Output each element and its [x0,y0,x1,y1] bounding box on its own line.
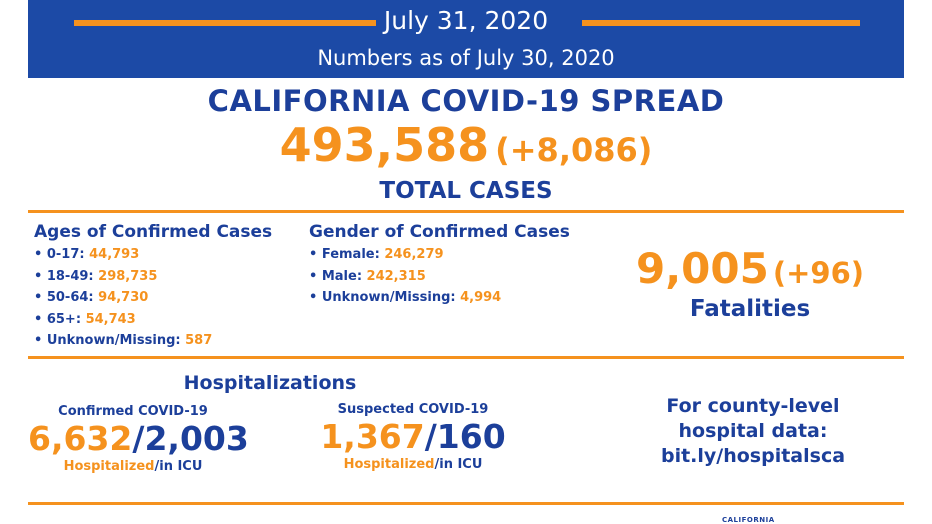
county-data-note: For county-level hospital data: bit.ly/h… [640,394,866,469]
confirmed-numbers: 6,632/2,003 [28,419,249,458]
fatalities-count: 9,005 (+96) [630,244,870,293]
california-logo: CALIFORNIA [722,516,775,524]
divider [28,210,904,213]
page-title: CALIFORNIA COVID-19 SPREAD [207,84,725,118]
total-cases-delta: (+8,086) [495,131,653,169]
fatalities-delta: (+96) [772,256,865,290]
header-banner: July 31, 2020 Numbers as of July 30, 202… [28,0,904,78]
suspected-footer: Hospitalized/in ICU [343,457,483,472]
header-subtitle: Numbers as of July 30, 2020 [317,46,615,70]
ages-list: • 0-17: 44,793 • 18-49: 298,735 • 50-64:… [34,244,212,352]
list-item: • Female: 246,279 [309,247,444,262]
divider [28,502,904,505]
ages-title: Ages of Confirmed Cases [34,222,273,242]
total-cases-label: TOTAL CASES [379,178,553,204]
list-item: • Unknown/Missing: 4,994 [309,290,502,305]
fatalities-label: Fatalities [689,296,811,322]
total-cases-value: 493,588 [279,118,490,172]
county-link[interactable]: bit.ly/hospitalsca [660,445,846,467]
total-cases: 493,588 (+8,086) [0,118,932,172]
divider [28,356,904,359]
hospitalizations-title: Hospitalizations [183,372,357,394]
gender-title: Gender of Confirmed Cases [309,222,570,242]
confirmed-footer: Hospitalized/in ICU [63,459,203,474]
confirmed-caption: Confirmed COVID-19 [58,404,208,419]
header-date: July 31, 2020 [383,6,549,35]
county-line-1: For county-level [666,395,840,417]
header-bar-right [582,20,860,26]
suspected-caption: Suspected COVID-19 [337,402,489,417]
list-item: • Male: 242,315 [309,268,426,284]
suspected-hospitalizations: Suspected COVID-19 1,367/160 Hospitalize… [318,402,508,472]
list-item: • 65+: 54,743 [34,311,136,327]
list-item: • 18-49: 298,735 [34,268,158,284]
confirmed-hospitalizations: Confirmed COVID-19 6,632/2,003 Hospitali… [28,404,249,474]
list-item: • 0-17: 44,793 [34,247,140,262]
header-bar-left [74,20,376,26]
list-item: • Unknown/Missing: 587 [34,333,213,348]
county-line-2: hospital data: [678,420,828,442]
suspected-numbers: 1,367/160 [320,417,506,456]
gender-list: • Female: 246,279 • Male: 242,315 • Unkn… [309,244,501,309]
list-item: • 50-64: 94,730 [34,290,149,305]
fatalities-value: 9,005 [635,244,769,293]
